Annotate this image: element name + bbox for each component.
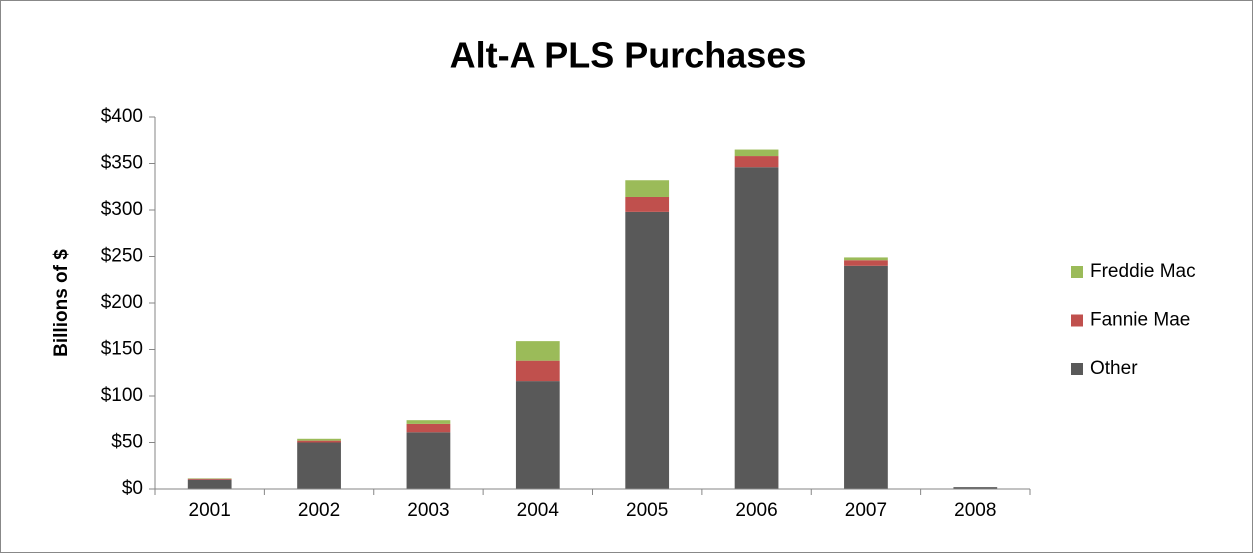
y-tick-label: $200 — [101, 292, 143, 313]
bar-segment — [187, 478, 232, 480]
y-tick-label: $0 — [122, 478, 143, 499]
bar-segment — [734, 167, 779, 489]
chart-title: Alt-A PLS Purchases — [450, 35, 807, 76]
y-tick-label: $50 — [111, 432, 143, 453]
bar-segment — [406, 420, 451, 424]
bar-segment — [515, 341, 560, 361]
bar-segment — [187, 479, 232, 489]
legend-label: Freddie Mac — [1090, 261, 1196, 282]
bar-segment — [625, 180, 670, 197]
x-tick-label: 2001 — [189, 500, 231, 521]
legend-label: Other — [1090, 358, 1138, 379]
x-tick-label: 2008 — [954, 500, 996, 521]
x-tick-label: 2006 — [735, 500, 777, 521]
x-tick-label: 2004 — [517, 500, 560, 521]
y-tick-label: $150 — [101, 339, 143, 360]
bar-segment — [844, 265, 888, 489]
bar-segment — [406, 432, 451, 489]
y-axis-label: Billions of $ — [51, 249, 72, 357]
x-tick-label: 2005 — [626, 500, 668, 521]
x-tick-label: 2007 — [845, 500, 887, 521]
bar-segment — [297, 442, 341, 489]
legend-swatch — [1071, 363, 1083, 375]
y-tick-label: $250 — [101, 246, 143, 267]
y-tick-label: $400 — [101, 106, 143, 127]
x-tick-label: 2003 — [407, 500, 449, 521]
bar-segment — [625, 211, 670, 490]
x-tick-label: 2002 — [298, 500, 340, 521]
y-tick-label: $350 — [101, 153, 143, 174]
bar-segment — [734, 156, 779, 168]
legend-swatch — [1071, 314, 1083, 327]
bar-segment — [515, 381, 560, 489]
bar-segment — [406, 423, 451, 433]
bar-segment — [515, 360, 560, 382]
bar-segment — [844, 260, 888, 266]
y-tick-label: $100 — [101, 385, 143, 406]
bar-segment — [297, 440, 341, 443]
bar-segment — [625, 196, 670, 212]
bar-segment — [953, 487, 998, 489]
bar-segment — [734, 149, 779, 157]
bar-segment — [297, 438, 341, 441]
legend-label: Fannie Mae — [1090, 310, 1190, 331]
legend-swatch — [1071, 266, 1083, 278]
bar-segment — [844, 257, 888, 261]
y-tick-label: $300 — [101, 199, 143, 220]
